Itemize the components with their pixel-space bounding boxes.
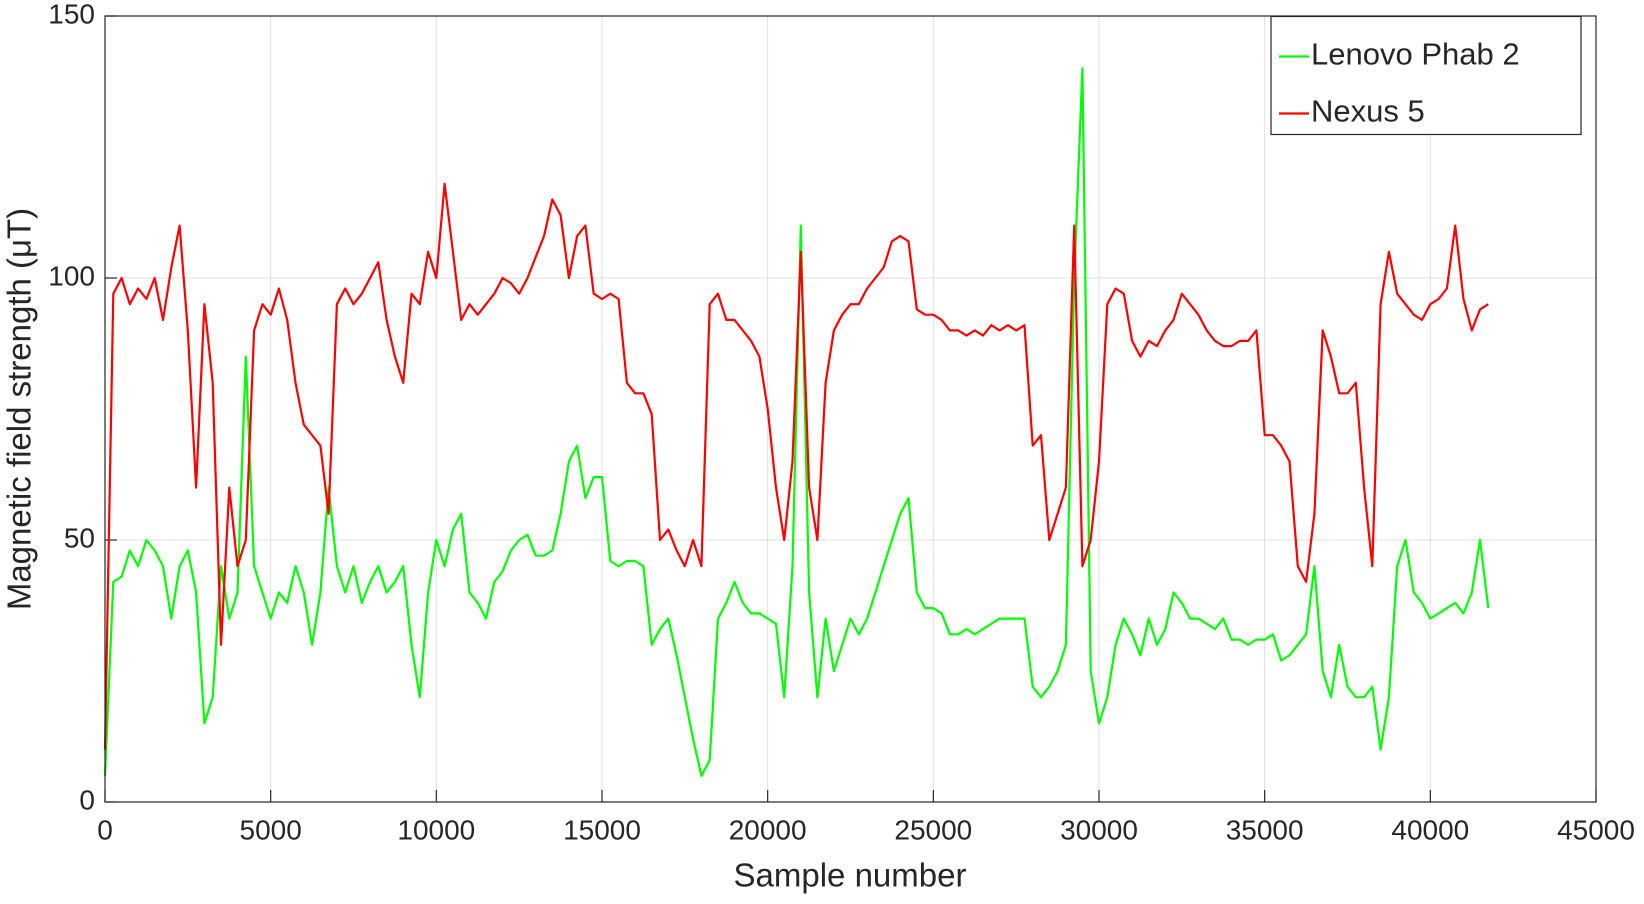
x-axis-label: Sample number [734, 857, 967, 894]
x-tick-label: 20000 [729, 814, 807, 845]
legend-box [1270, 15, 1582, 136]
y-tick-label: 150 [48, 0, 95, 29]
legend-label: Nexus 5 [1311, 94, 1425, 129]
axes-box [104, 15, 1597, 803]
series-line [103, 67, 1490, 777]
x-tick-label: 25000 [894, 814, 972, 845]
x-tick-label: 30000 [1060, 814, 1138, 845]
legend-label: Lenovo Phab 2 [1311, 37, 1520, 72]
x-tick-label: 35000 [1226, 814, 1304, 845]
x-tick-label: 5000 [240, 814, 302, 845]
y-tick-label: 50 [64, 522, 95, 553]
series-line [103, 182, 1489, 750]
x-tick-label: 15000 [563, 814, 641, 845]
y-axis-label: Magnetic field strength (μT) [1, 208, 38, 610]
x-tick-label: 40000 [1391, 814, 1469, 845]
x-tick-label: 10000 [397, 814, 475, 845]
x-tick-label: 0 [97, 814, 113, 845]
y-tick-label: 0 [79, 784, 95, 815]
x-tick-label: 45000 [1557, 814, 1635, 845]
y-tick-label: 100 [48, 260, 95, 291]
plot-area [105, 16, 1596, 802]
